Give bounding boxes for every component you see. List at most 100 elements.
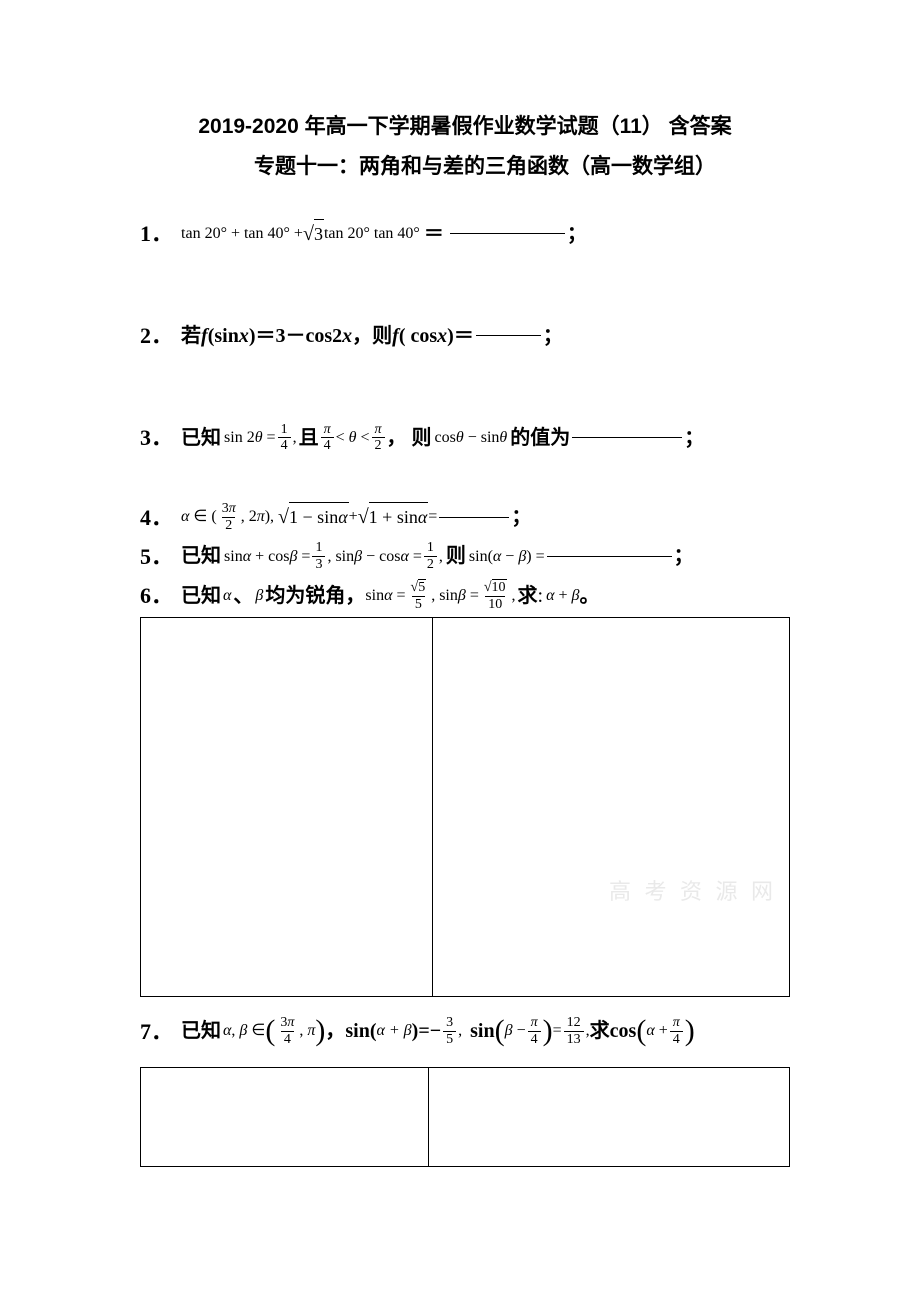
q7-number: 7． [140,1014,173,1049]
q7-sinb: sin [470,1015,494,1047]
q4-eq: = [428,504,437,530]
q7-frac5: π4 [670,1015,683,1047]
q6-beta: β [255,583,263,609]
q5-e4: sin(α − β) = [469,544,545,570]
q7-comma: , [458,1018,470,1044]
q6-answer-col1 [141,618,433,996]
q7-sinab: sin( [345,1015,376,1047]
question-2: 2． 若 f (sin x ) ＝3－cos2 x ，则 f ( cos x )… [140,318,790,353]
question-7: 7． 已知 α, β ∈ ( 3π4 , π ) ， sin( α + β ) … [140,1007,790,1055]
q2-text-b: ，则 [352,320,392,352]
q7-close1: ) [412,1015,419,1047]
q2-text-a: 若 [181,320,201,352]
q4-sqrt-b: √1 + sinα [358,501,429,533]
q7-lparen1: ( [265,1007,275,1055]
q2-x2: x [342,320,352,352]
q7-rparen2: ) [543,1007,553,1055]
q4-frac1: 3π2 [219,501,239,533]
q7-absum: α + β [376,1018,411,1044]
q3-text-a: 已知 [181,422,221,454]
q5-frac1: 13 [312,540,325,572]
q1-sqrt3: √3 [303,218,324,250]
q4-blank [439,517,509,518]
q2-eq2: ＝ [454,320,474,352]
q6-text-a: 已知 [181,580,221,612]
q2-number: 2． [140,318,173,353]
q7-apb4: α + [646,1018,667,1044]
q7-text-b: ， [325,1015,345,1047]
q6-number: 6． [140,578,173,613]
q3-and: 且 [299,422,319,454]
q4-range: , 2π), [241,504,278,530]
q7-frac4: 1213 [564,1015,584,1047]
q3-frac2: π4 [321,422,334,454]
watermark-text: 高 考 资 源 网 [609,874,777,906]
q6-e3: , [512,583,516,609]
q7-range: , π [299,1018,315,1044]
q3-comma1: , [293,425,297,451]
q2-eq1: ＝3－cos2 [255,320,342,352]
question-3: 3． 已知 sin 2θ = 14 , 且 π4 < θ < π2 ， 则 co… [140,420,790,455]
q7-rparen3: ) [685,1007,695,1055]
q7-qiu: 求 [590,1015,610,1047]
q3-text-c: 的值为 [510,422,570,454]
q5-then: 则 [446,540,466,572]
question-5: 5． 已知 sinα + cosβ = 13 , sinβ − cosα = 1… [140,539,790,574]
q3-lt: < θ < [336,425,370,451]
q7-frac2: 35 [443,1015,456,1047]
q6-frac2: √1010 [481,579,510,612]
q6-e4: α + β [546,583,579,609]
q7-rparen1: ) [315,1007,325,1055]
q6-frac1: √55 [408,579,430,612]
q5-e2: , sinβ − cosα = [327,544,421,570]
q5-e1: sinα + cosβ = [224,544,310,570]
q3-blank [572,437,682,438]
q1-expr-a: tan 20° + tan 40° + [181,221,303,247]
q7-answer-box [140,1067,790,1167]
q4-semi: ； [511,501,531,533]
q5-number: 5． [140,539,173,574]
q1-expr-b: tan 20° tan 40° [324,221,420,247]
q7-ab: α, β ∈ [223,1018,265,1044]
q7-answer-col1 [141,1068,429,1166]
q6-answer-box: 高 考 资 源 网 [140,617,790,997]
q3-number: 3． [140,420,173,455]
q6-text-b: 均为锐角， [265,580,365,612]
q6-alpha: α [223,583,231,609]
q1-blank [450,233,565,234]
q6-period: 。 [580,580,600,612]
q2-fn-b: f [392,320,399,352]
q1-semi: ； [567,218,587,250]
question-1: 1． tan 20° + tan 40° + √3 tan 20° tan 40… [140,216,790,251]
q5-blank [547,556,672,557]
q5-text-a: 已知 [181,540,221,572]
q6-qiu: 求: [518,580,544,612]
q7-frac1: 3π4 [277,1015,297,1047]
q5-frac2: 12 [424,540,437,572]
q1-number: 1． [140,216,173,251]
q4-plus: + [349,504,358,530]
q3-expr: cosθ − sinθ [435,425,508,451]
page-title: 2019-2020 年高一下学期暑假作业数学试题（11） 含答案 [140,110,790,140]
q3-text-b: ， 则 [387,422,432,454]
question-6: 6． 已知 α 、 β 均为锐角， sinα = √55 , sinβ = √1… [140,578,790,613]
q7-text-a: 已知 [181,1015,221,1047]
q3-frac3: π2 [372,422,385,454]
q3-frac1: 14 [278,422,291,454]
q2-x3: x [437,320,447,352]
q2-fn-a: f [201,320,208,352]
q2-blank [476,335,541,336]
q5-e3: , [439,544,443,570]
q7-bmp4: β − [505,1018,526,1044]
q4-alpha-in: α ∈ ( [181,504,217,530]
q3-sin2t: sin 2θ = [224,425,276,451]
q4-number: 4． [140,500,173,535]
q2-x1: x [239,320,249,352]
q7-lparen2: ( [495,1007,505,1055]
q2-semi: ； [543,320,563,352]
q6-dot: 、 [233,580,253,612]
question-4: 4． α ∈ ( 3π2 , 2π), √1 − sinα + √1 + sin… [140,500,790,535]
q6-answer-col2: 高 考 资 源 网 [433,618,789,996]
q6-e2: , sinβ = [431,583,479,609]
q7-eq1: =− [418,1015,441,1047]
